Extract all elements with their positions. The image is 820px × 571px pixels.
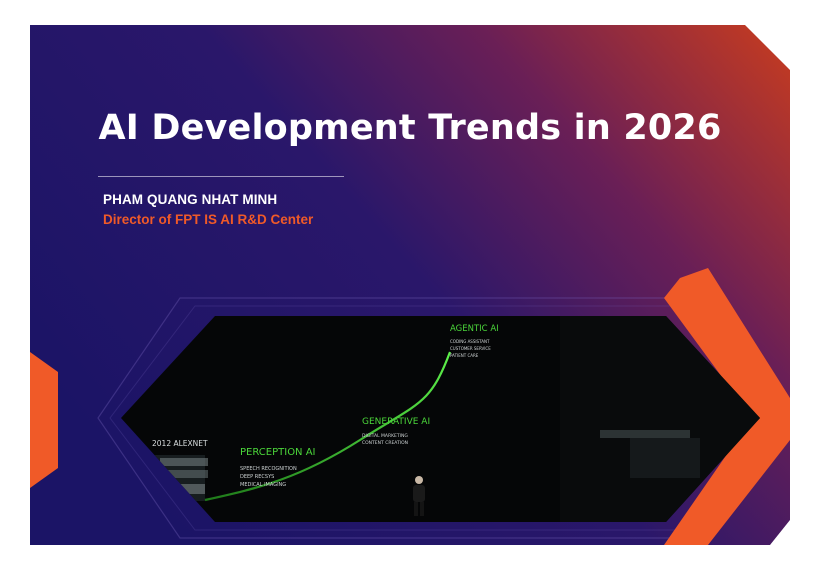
perception-ai-label: PERCEPTION AI	[240, 447, 316, 458]
generative-item: CONTENT CREATION	[362, 440, 408, 446]
agentic-item: CUSTOMER SERVICE	[450, 346, 491, 351]
right-orange-chevron	[664, 268, 790, 545]
left-orange-chevron	[30, 352, 58, 488]
perception-item: DEEP RECSYS	[240, 474, 274, 480]
presenter-role: Director of FPT IS AI R&D Center	[103, 212, 314, 227]
agentic-item: CODING ASSISTANT	[450, 339, 490, 344]
alexnet-label: 2012 ALEXNET	[152, 439, 208, 448]
perception-item: MEDICAL IMAGING	[240, 482, 286, 488]
generative-ai-label: GENERATIVE AI	[362, 417, 430, 427]
slide-title: AI Development Trends in 2026	[98, 108, 722, 148]
agentic-ai-label: AGENTIC AI	[450, 324, 499, 334]
agentic-item: PATIENT CARE	[450, 353, 479, 358]
perception-item: SPEECH RECOGNITION	[240, 466, 297, 472]
generative-item: DIGITAL MARKETING	[362, 433, 408, 439]
title-divider	[98, 176, 344, 177]
presenter-name: PHAM QUANG NHAT MINH	[103, 192, 278, 207]
